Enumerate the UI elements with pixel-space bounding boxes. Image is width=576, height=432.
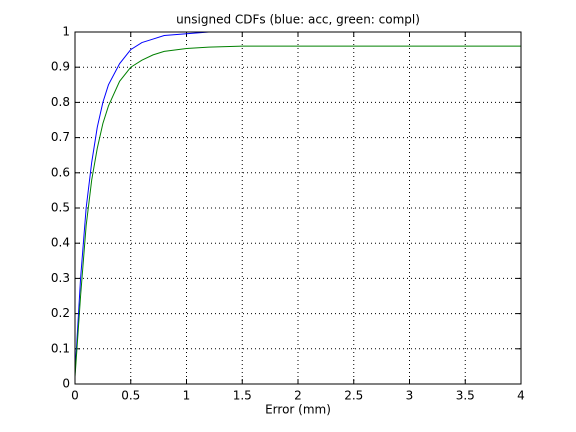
x-tick-label: 2 [294, 389, 302, 403]
x-tick-label: 2.5 [344, 389, 363, 403]
series-line [74, 31, 521, 374]
y-tick-label: 0.4 [51, 236, 70, 250]
y-tick-label: 0.2 [51, 306, 70, 320]
chart-title: unsigned CDFs (blue: acc, green: compl) [176, 13, 420, 27]
y-tick-label: 0 [62, 377, 70, 391]
y-tick-label: 0.8 [51, 95, 70, 109]
y-tick-label: 0.7 [51, 130, 70, 144]
y-tick-label: 0.5 [51, 201, 70, 215]
x-tick-label: 0 [71, 389, 79, 403]
y-tick-label: 0.9 [51, 60, 70, 74]
x-tick-label: 1 [183, 389, 191, 403]
y-tick-label: 0.3 [51, 271, 70, 285]
x-tick-label: 0.5 [121, 389, 140, 403]
x-tick-label: 3 [406, 389, 414, 403]
x-axis-label: Error (mm) [265, 403, 331, 417]
y-tick-label: 0.1 [51, 341, 70, 355]
x-tick-label: 4 [517, 389, 525, 403]
x-tick-label: 1.5 [233, 389, 252, 403]
x-tick-label: 3.5 [456, 389, 475, 403]
y-tick-label: 0.6 [51, 165, 70, 179]
series-line [74, 45, 521, 377]
y-tick-label: 1 [62, 25, 70, 39]
axes-box [74, 31, 522, 385]
